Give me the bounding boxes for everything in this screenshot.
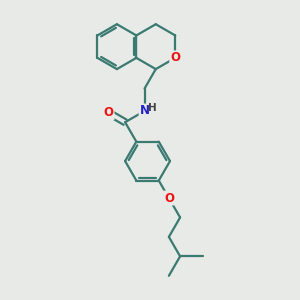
Text: N: N	[140, 104, 149, 118]
Text: O: O	[103, 106, 114, 119]
Text: H: H	[148, 103, 157, 113]
Text: O: O	[164, 191, 174, 205]
Text: O: O	[170, 51, 180, 64]
